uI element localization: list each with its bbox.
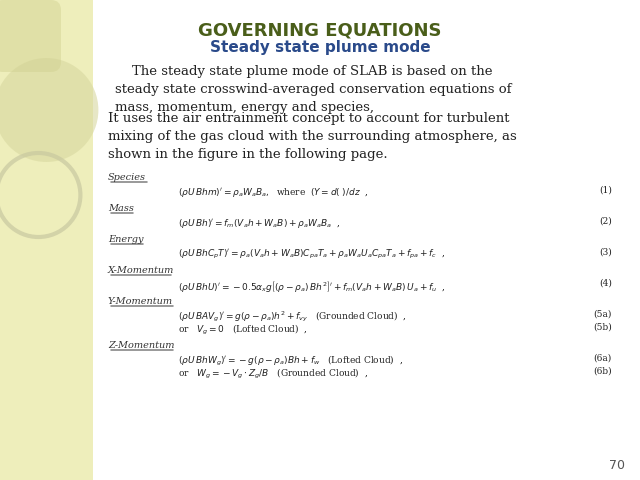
- Text: (3): (3): [599, 248, 612, 257]
- Circle shape: [0, 58, 99, 162]
- Text: The steady state plume mode of SLAB is based on the
steady state crosswind-avera: The steady state plume mode of SLAB is b…: [115, 65, 511, 114]
- Text: (6a): (6a): [594, 354, 612, 363]
- Text: $(\rho U\,BhW_g)' = -g(\rho - \rho_a)Bh + f_w$   (Lofted Cloud)  ,: $(\rho U\,BhW_g)' = -g(\rho - \rho_a)Bh …: [178, 354, 403, 368]
- Text: $(\rho U\,BhU)' = -0.5\alpha_x g\left[(\rho - \rho_a)\,Bh^2\right]' + f_m(V_a h : $(\rho U\,BhU)' = -0.5\alpha_x g\left[(\…: [178, 279, 445, 294]
- Text: (6b): (6b): [593, 367, 612, 376]
- Text: (5a): (5a): [594, 310, 612, 319]
- Text: X-Momentum: X-Momentum: [108, 266, 174, 275]
- Text: (1): (1): [599, 186, 612, 195]
- Text: (2): (2): [599, 217, 612, 226]
- Text: Y-Momentum: Y-Momentum: [108, 297, 173, 306]
- Text: It uses the air entrainment concept to account for turbulent
mixing of the gas c: It uses the air entrainment concept to a…: [108, 112, 516, 161]
- Text: Mass: Mass: [108, 204, 134, 213]
- Text: $(\rho U\,BAV_g)' = g(\rho - \rho_a)h^2 + f_{vy}$   (Grounded Cloud)  ,: $(\rho U\,BAV_g)' = g(\rho - \rho_a)h^2 …: [178, 310, 407, 324]
- Text: GOVERNING EQUATIONS: GOVERNING EQUATIONS: [198, 22, 442, 40]
- Text: Energy: Energy: [108, 235, 143, 244]
- Text: or   $V_g = 0$   (Lofted Cloud)  ,: or $V_g = 0$ (Lofted Cloud) ,: [178, 323, 308, 337]
- Text: (5b): (5b): [593, 323, 612, 332]
- Text: $(\rho U\,BhC_p T)' = \rho_a(V_a h + W_a B)C_{pa}T_a + \rho_a W_a U_a C_{pa}T_a : $(\rho U\,BhC_p T)' = \rho_a(V_a h + W_a…: [178, 248, 445, 261]
- Text: Z-Momentum: Z-Momentum: [108, 341, 175, 350]
- Text: 70: 70: [609, 459, 625, 472]
- Text: $(\rho U\,Bh)' = f_m(V_a h + W_a B) + \rho_a W_a B_a$  ,: $(\rho U\,Bh)' = f_m(V_a h + W_a B) + \r…: [178, 217, 340, 230]
- FancyBboxPatch shape: [0, 0, 61, 72]
- Text: (4): (4): [599, 279, 612, 288]
- FancyBboxPatch shape: [0, 0, 93, 480]
- Text: or   $W_g = -V_g \cdot Z_g/B$   (Grounded Cloud)  ,: or $W_g = -V_g \cdot Z_g/B$ (Grounded Cl…: [178, 367, 368, 381]
- Text: $(\rho U\,Bhm)' = \rho_a W_a B_a,$  where  $(Y = d(\;)/dz$  ,: $(\rho U\,Bhm)' = \rho_a W_a B_a,$ where…: [178, 186, 369, 199]
- Text: Steady state plume mode: Steady state plume mode: [210, 40, 430, 55]
- Text: Species: Species: [108, 173, 146, 182]
